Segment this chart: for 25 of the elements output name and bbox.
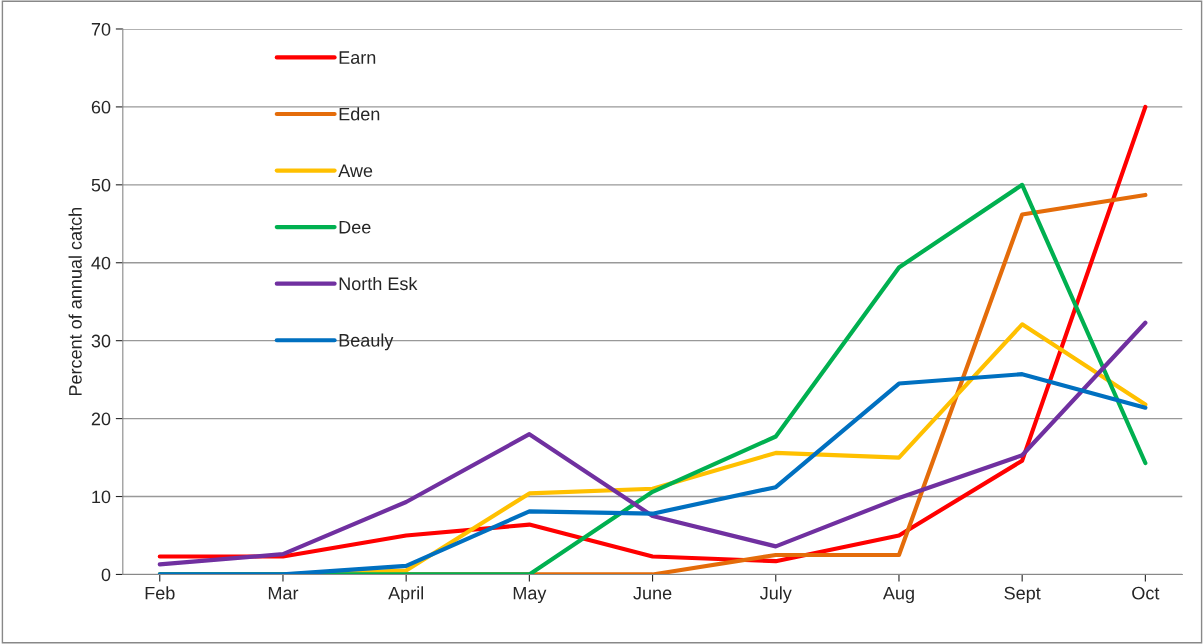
x-tick-label: Aug <box>882 586 914 604</box>
y-axis-title: Percent of annual catch <box>68 208 82 396</box>
legend-label: Beauly <box>339 333 394 351</box>
y-tick-label: 50 <box>91 178 111 192</box>
line-series <box>157 372 1148 575</box>
legend-label: Awe <box>338 164 373 178</box>
y-tick-label: 10 <box>92 490 111 504</box>
x-tick-label: Oct <box>1132 586 1160 600</box>
x-tick-label: June <box>633 586 672 600</box>
x-tick-label: July <box>760 586 792 604</box>
y-tick-label: 70 <box>91 22 111 36</box>
x-tick-label: Feb <box>145 586 175 600</box>
legend-label: Earn <box>339 51 376 64</box>
x-tick-label: Mar <box>268 586 299 600</box>
y-tick-label: 20 <box>91 412 111 426</box>
y-tick-label: 60 <box>91 100 111 114</box>
x-tick-label: May <box>513 586 547 604</box>
y-tick-label: 40 <box>91 256 111 270</box>
x-tick-label: April <box>388 586 424 604</box>
legend-label: Dee <box>339 221 371 234</box>
y-tick-label: 30 <box>91 334 111 348</box>
y-tick-label: 0 <box>101 568 111 582</box>
legend-label: Eden <box>339 107 380 121</box>
x-tick-label: Sept <box>1004 586 1041 604</box>
legend-label: North Esk <box>339 276 418 291</box>
